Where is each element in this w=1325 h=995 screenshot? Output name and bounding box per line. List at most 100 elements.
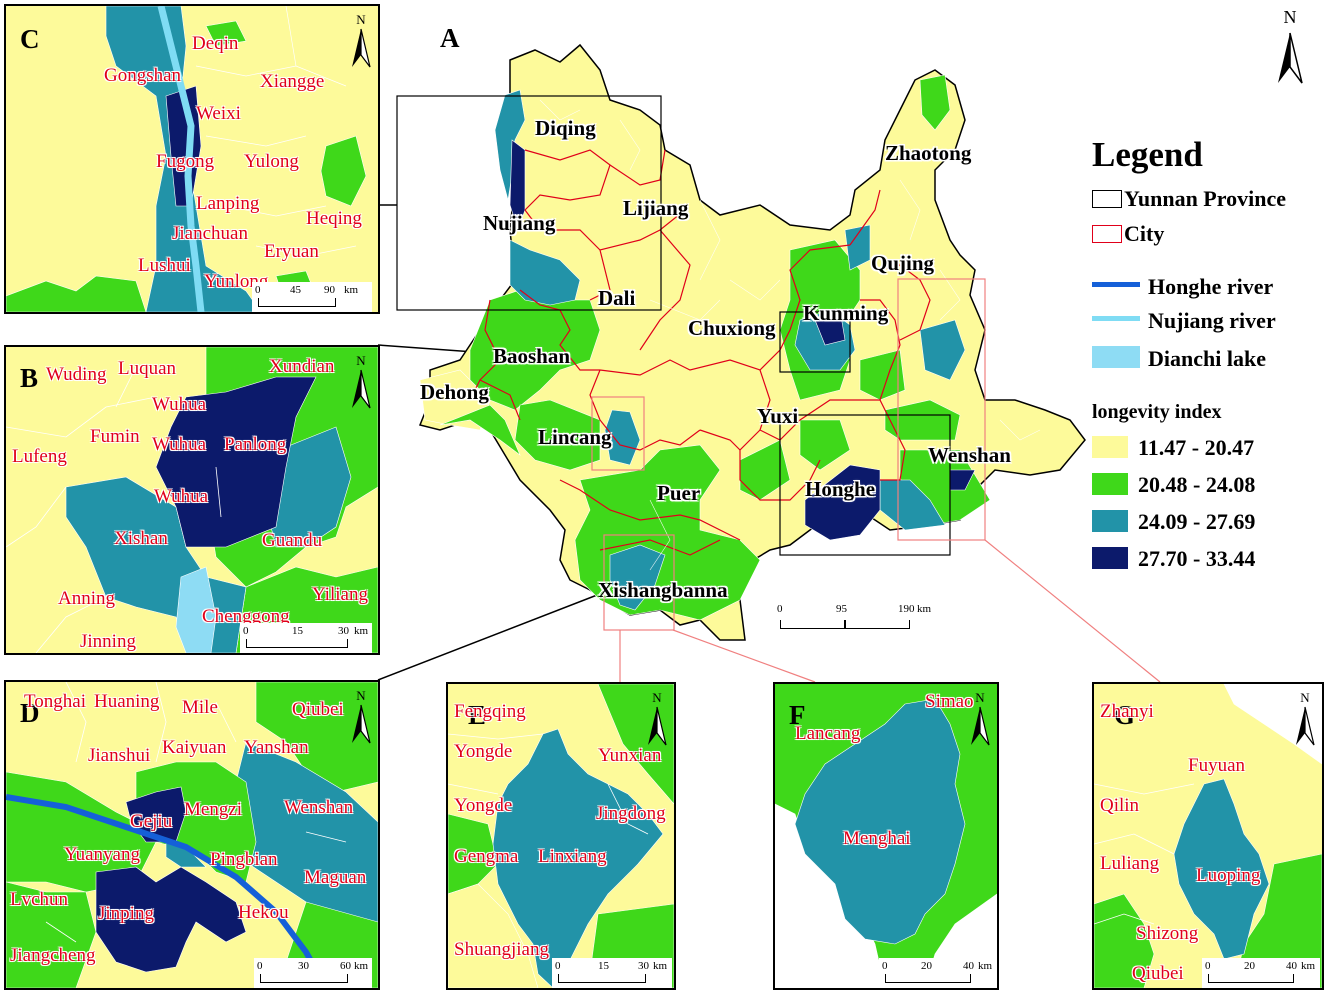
panel-e-shapes <box>448 684 674 988</box>
place-label: Anning <box>58 588 115 609</box>
city-label: Lincang <box>538 425 612 449</box>
place-label: Yuanyang <box>64 844 140 865</box>
place-label: Fugong <box>156 151 215 172</box>
place-label: Huaning <box>94 691 160 712</box>
legend-nujiang-line <box>1092 316 1140 321</box>
place-label: Jianchuan <box>172 223 248 244</box>
legend: Legend Yunnan Province City Honghe river… <box>1090 130 1325 580</box>
north-letter: N <box>652 690 662 705</box>
scale-tick: 0 <box>882 960 888 972</box>
place-label: Linxiang <box>538 846 607 867</box>
panel-d-label: D <box>20 698 40 728</box>
city-label: Qujing <box>871 251 935 275</box>
legend-dianchi-swatch <box>1092 346 1140 368</box>
place-label: Shizong <box>1136 923 1199 944</box>
panel-d-scale-bar: 0 30 60 km <box>254 958 372 988</box>
place-label: Qilin <box>1100 795 1140 816</box>
place-label: Jinning <box>80 631 136 652</box>
legend-index-title: longevity index <box>1092 401 1222 423</box>
legend-nujiang-label: Nujiang river <box>1148 308 1276 333</box>
legend-province-label: Yunnan Province <box>1124 186 1286 211</box>
place-label: Jingdong <box>596 803 666 824</box>
panel-f-shapes <box>775 684 997 988</box>
north-arrow-icon: N <box>648 690 667 746</box>
place-label: Yongde <box>454 741 513 762</box>
scale-tick: 90 <box>324 284 335 296</box>
panel-c-shapes <box>6 6 378 312</box>
place-label: Maguan <box>304 867 367 888</box>
place-label: Jiangcheng <box>10 945 96 966</box>
inset-panel-d: D Tonghai Huaning Mile Qiubei Jianshui K… <box>4 680 380 990</box>
place-label: Yongde <box>454 795 513 816</box>
panel-f-label: F <box>789 700 806 730</box>
inset-panel-c: C Deqin Gongshan Xiangge Weixi Fugong Yu… <box>4 4 380 314</box>
place-label: Hekou <box>238 902 289 923</box>
place-label: Xishan <box>114 528 168 549</box>
scale-tick: 60 <box>340 960 351 972</box>
scale-tick: 30 <box>638 960 649 972</box>
place-label: Wuhua <box>152 434 207 455</box>
place-label: Fengqing <box>454 701 526 722</box>
place-label: Gejiu <box>130 811 173 832</box>
inset-panel-b: B Wuding Luquan Xundian Wuhua Fumin Wuhu… <box>4 345 380 655</box>
panel-b-shapes <box>6 347 378 653</box>
panel-d-shapes <box>6 682 378 988</box>
legend-city-label: City <box>1124 221 1165 246</box>
scale-unit: km <box>978 960 993 972</box>
place-label: Gongshan <box>104 65 182 86</box>
place-label: Wuhua <box>154 486 209 507</box>
panel-g-shapes <box>1094 684 1322 988</box>
place-label: Guandu <box>262 530 323 551</box>
place-label: Eryuan <box>264 241 319 262</box>
place-label: Luliang <box>1100 853 1160 874</box>
inset-panel-f: F Simao Lancang Menghai N 0 20 40 km <box>773 682 999 990</box>
scale-tick: 0 <box>1205 960 1211 972</box>
legend-class-swatch <box>1092 436 1128 458</box>
place-label: Lanping <box>196 193 260 214</box>
place-label: Qiubei <box>292 699 344 720</box>
main-map-label: A <box>440 23 460 53</box>
city-label: Honghe <box>805 477 876 501</box>
place-label: Simao <box>925 691 974 712</box>
scale-tick: 30 <box>338 625 349 637</box>
north-letter: N <box>356 353 366 368</box>
place-label: Deqin <box>192 33 239 54</box>
place-label: Wuhua <box>152 394 207 415</box>
scale-tick: 95 <box>836 603 847 615</box>
panel-b-label: B <box>20 363 39 393</box>
legend-class-swatch <box>1092 547 1128 569</box>
city-label: Wenshan <box>928 443 1011 467</box>
place-label: Xundian <box>269 356 335 377</box>
scale-unit: km <box>354 960 369 972</box>
place-label: Luoping <box>1196 865 1261 886</box>
place-label: Jinping <box>98 903 154 924</box>
place-label: Shuangjiang <box>454 939 549 960</box>
city-label: Baoshan <box>493 344 571 368</box>
place-label: Luquan <box>118 358 177 379</box>
scale-unit: km <box>917 603 932 615</box>
north-arrow-icon: N <box>1296 690 1315 746</box>
place-label: Xiangge <box>260 71 325 92</box>
north-letter: N <box>1284 7 1297 27</box>
place-label: Menghai <box>843 828 911 849</box>
place-label: Kaiyuan <box>162 737 227 758</box>
legend-class-label: 11.47 - 20.47 <box>1138 435 1255 460</box>
place-label: Jianshui <box>88 745 151 766</box>
scale-tick: 190 <box>898 603 915 615</box>
inset-panel-g: G Zhanyi Fuyuan Qilin Luliang Luoping Sh… <box>1092 682 1324 990</box>
place-label: Weixi <box>196 103 241 124</box>
legend-class-swatch <box>1092 510 1128 532</box>
place-label: Fuyuan <box>1188 755 1245 776</box>
north-arrow-icon: N <box>352 688 371 744</box>
place-label: Mile <box>182 697 218 718</box>
city-label: Chuxiong <box>688 316 776 340</box>
city-label: Nujiang <box>483 211 556 235</box>
place-label: Wenshan <box>284 797 354 818</box>
panel-b-scale-bar: 0 15 30 km <box>240 623 372 653</box>
scale-tick: 20 <box>921 960 932 972</box>
place-label: Chenggong <box>202 606 290 627</box>
place-label: Wuding <box>46 364 107 385</box>
place-label: Yunxian <box>598 745 662 766</box>
scale-tick: 15 <box>292 625 303 637</box>
panel-g-scale-bar: 0 20 40 km <box>1202 958 1320 988</box>
